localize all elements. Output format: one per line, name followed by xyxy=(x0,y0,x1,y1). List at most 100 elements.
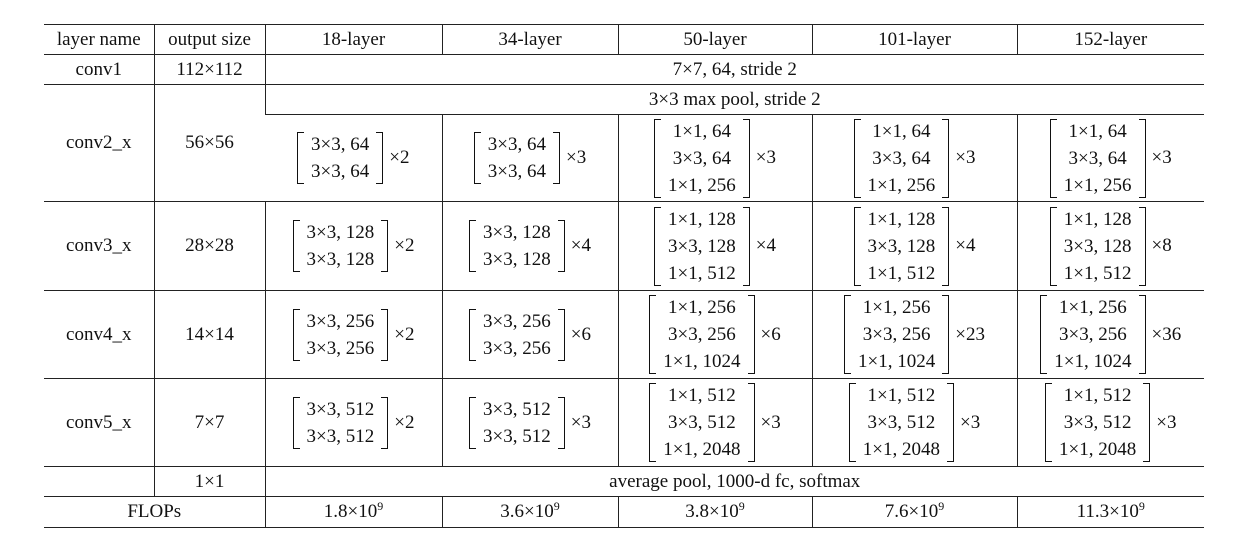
block-line: 3×3, 256 xyxy=(306,337,375,359)
block-line: 1×1, 2048 xyxy=(862,439,940,460)
resnet-architecture-table-page: layer name output size 18-layer 34-layer… xyxy=(44,24,1204,528)
block-multiplier: ×3 xyxy=(755,147,776,168)
final-output-size: 1×1 xyxy=(153,466,265,497)
conv5-cell: 3×3, 512 3×3, 512 ×2 xyxy=(264,378,442,467)
conv5-cell: 1×1, 512 3×3, 512 1×1, 2048 ×3 xyxy=(1016,378,1204,467)
block-multiplier: ×3 xyxy=(1151,147,1172,168)
block-line: 1×1, 256 xyxy=(1063,174,1132,196)
final-spec: average pool, 1000-d fc, softmax xyxy=(264,466,1204,497)
block-line: 1×1, 256 xyxy=(1059,297,1127,318)
conv1-layer-name: conv1 xyxy=(44,54,154,85)
residual-block: 1×1, 64 3×3, 64 1×1, 256 ×3 xyxy=(654,118,776,199)
block-line: 3×3, 256 xyxy=(483,310,551,332)
block-line: 3×3, 128 xyxy=(306,222,375,243)
block-bracket: 1×1, 128 3×3, 128 1×1, 512 xyxy=(853,206,950,287)
block-multiplier: ×3 xyxy=(760,411,781,433)
final-row: 1×1 average pool, 1000-d fc, softmax xyxy=(44,466,1204,497)
block-line: 3×3, 512 xyxy=(867,412,936,433)
block-line: 1×1, 512 xyxy=(867,385,936,406)
block-bracket: 1×1, 512 3×3, 512 1×1, 2048 xyxy=(649,382,755,463)
header-34-layer: 34-layer xyxy=(441,24,618,55)
block-line: 1×1, 2048 xyxy=(1059,439,1137,460)
block-multiplier: ×3 xyxy=(955,147,976,168)
block-line: 3×3, 512 xyxy=(483,425,551,447)
block-line: 3×3, 64 xyxy=(311,134,370,155)
conv3-cell: 1×1, 128 3×3, 128 1×1, 512 ×4 xyxy=(811,201,1017,291)
block-line: 1×1, 512 xyxy=(668,385,736,406)
residual-block: 3×3, 64 3×3, 64 ×3 xyxy=(473,131,586,185)
block-multiplier: ×6 xyxy=(760,323,781,345)
block-line: 1×1, 256 xyxy=(668,174,736,196)
conv2-cell: 3×3, 64 3×3, 64 ×2 xyxy=(265,114,442,202)
block-line: 3×3, 128 xyxy=(867,235,936,257)
conv5-output-size: 7×7 xyxy=(153,378,265,467)
conv3-cell: 1×1, 128 3×3, 128 1×1, 512 ×4 xyxy=(617,201,812,291)
flops-152-layer: 11.3×109 xyxy=(1016,496,1204,528)
flops-50-layer: 3.8×109 xyxy=(617,496,812,528)
block-bracket: 3×3, 128 3×3, 128 xyxy=(469,219,565,273)
header-layer-name: layer name xyxy=(44,24,154,55)
block-line: 3×3, 256 xyxy=(668,324,736,345)
conv4-layer-name: conv4_x xyxy=(44,290,154,379)
block-line: 1×1, 1024 xyxy=(1054,351,1132,372)
block-bracket: 3×3, 64 3×3, 64 xyxy=(297,131,384,185)
conv3-layer-name: conv3_x xyxy=(44,201,154,291)
residual-block: 3×3, 64 3×3, 64 ×2 xyxy=(297,131,409,185)
block-multiplier: ×23 xyxy=(955,323,985,345)
residual-block: 3×3, 512 3×3, 512 ×2 xyxy=(292,396,415,450)
conv5-layer-name: conv5_x xyxy=(44,378,154,467)
block-multiplier: ×2 xyxy=(394,323,415,345)
block-line: 3×3, 128 xyxy=(1063,235,1132,257)
flops-label: FLOPs xyxy=(44,496,265,528)
block-multiplier: ×4 xyxy=(755,235,776,256)
block-line: 1×1, 64 xyxy=(872,120,931,142)
block-multiplier: ×3 xyxy=(1156,411,1177,433)
final-layer-name-empty xyxy=(44,466,154,497)
residual-block: 3×3, 128 3×3, 128 ×4 xyxy=(469,219,591,273)
block-bracket: 3×3, 128 3×3, 128 xyxy=(292,219,389,273)
block-multiplier: ×3 xyxy=(960,411,981,433)
block-line: 3×3, 64 xyxy=(487,134,546,155)
flops-101-layer: 7.6×109 xyxy=(811,496,1017,528)
conv2-block-row: 3×3, 64 3×3, 64 ×2 3×3, 64 3×3, 64 ×3 1×1, 6… xyxy=(44,114,1204,202)
conv2-cell: 1×1, 64 3×3, 64 1×1, 256 ×3 xyxy=(1016,114,1204,202)
conv2-cell: 1×1, 64 3×3, 64 1×1, 256 ×3 xyxy=(617,114,812,202)
block-line: 1×1, 128 xyxy=(867,208,936,230)
block-bracket: 1×1, 512 3×3, 512 1×1, 2048 xyxy=(848,382,955,463)
residual-block: 1×1, 512 3×3, 512 1×1, 2048 ×3 xyxy=(1045,382,1176,463)
residual-block: 1×1, 256 3×3, 256 1×1, 1024 ×6 xyxy=(649,294,781,375)
residual-block: 1×1, 64 3×3, 64 1×1, 256 ×3 xyxy=(1049,118,1172,199)
block-multiplier: ×8 xyxy=(1151,235,1172,256)
block-line: 3×3, 256 xyxy=(483,337,551,359)
block-line: 1×1, 512 xyxy=(867,262,936,284)
block-bracket: 3×3, 512 3×3, 512 xyxy=(469,396,565,450)
block-line: 3×3, 128 xyxy=(483,249,551,270)
block-line: 1×1, 256 xyxy=(867,174,936,196)
conv5-cell: 3×3, 512 3×3, 512 ×3 xyxy=(441,378,618,467)
block-multiplier: ×2 xyxy=(394,411,415,433)
block-multiplier: ×4 xyxy=(570,235,591,256)
block-multiplier: ×36 xyxy=(1151,323,1182,345)
block-line: 1×1, 256 xyxy=(862,297,931,318)
flops-row: FLOPs 1.8×109 3.6×109 3.8×109 7.6×109 11… xyxy=(44,496,1204,528)
block-line: 3×3, 64 xyxy=(311,161,370,182)
block-line: 3×3, 128 xyxy=(483,222,551,243)
header-152-layer: 152-layer xyxy=(1016,24,1204,55)
conv3-cell: 1×1, 128 3×3, 128 1×1, 512 ×8 xyxy=(1016,201,1204,291)
residual-block: 1×1, 512 3×3, 512 1×1, 2048 ×3 xyxy=(848,382,981,463)
block-line: 3×3, 64 xyxy=(1068,147,1127,169)
block-line: 3×3, 64 xyxy=(487,161,546,182)
conv2-maxpool-spec: 3×3 max pool, stride 2 xyxy=(264,84,1204,115)
block-line: 1×1, 512 xyxy=(1063,385,1132,406)
flops-34-layer: 3.6×109 xyxy=(441,496,618,528)
conv5-row: conv5_x 7×7 3×3, 512 3×3, 512 ×2 3×3, 512 3… xyxy=(44,378,1204,467)
header-50-layer: 50-layer xyxy=(617,24,812,55)
block-line: 1×1, 512 xyxy=(668,262,736,284)
block-line: 1×1, 256 xyxy=(668,297,736,318)
residual-block: 1×1, 256 3×3, 256 1×1, 1024 ×36 xyxy=(1040,294,1181,375)
block-multiplier: ×2 xyxy=(389,147,410,168)
residual-block: 1×1, 512 3×3, 512 1×1, 2048 ×3 xyxy=(649,382,781,463)
residual-block: 1×1, 128 3×3, 128 1×1, 512 ×4 xyxy=(654,206,776,287)
block-line: 1×1, 1024 xyxy=(858,351,936,372)
residual-block: 1×1, 64 3×3, 64 1×1, 256 ×3 xyxy=(853,118,976,199)
